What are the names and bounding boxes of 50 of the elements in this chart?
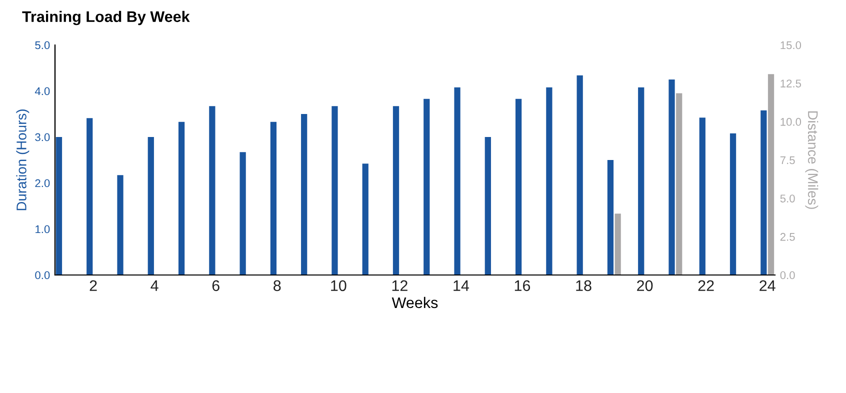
bar [638, 87, 644, 275]
x-tick-label: 10 [331, 280, 346, 292]
x-tick-label: 2 [90, 280, 97, 291]
bar [699, 118, 706, 275]
x-tick-label: 12 [392, 280, 408, 291]
x-tick-label: 4 [150, 280, 158, 291]
y2-tick-label: 15.0 [780, 41, 802, 50]
bar [454, 87, 460, 275]
bar [117, 175, 124, 275]
bar [178, 122, 185, 275]
x-tick-label: 14 [454, 280, 470, 291]
x-tick-label: 24 [760, 280, 776, 291]
y-tick-label: 2.0 [35, 179, 50, 188]
bar [424, 98, 430, 275]
y2-tick-label: 0.0 [780, 271, 795, 280]
y-tick-label: 4.0 [34, 87, 50, 96]
bar [301, 114, 308, 275]
bar [576, 75, 583, 275]
bar [515, 98, 522, 275]
bar [270, 122, 277, 275]
bar [546, 87, 552, 275]
y2-tick-label: 2.5 [780, 232, 795, 241]
bar [730, 133, 736, 275]
x-tick-label: 22 [698, 280, 714, 291]
x-tick-label: 18 [576, 280, 592, 292]
bar [56, 137, 62, 275]
y-tick-label: 3.0 [35, 133, 50, 142]
y2-tick-label: 10.0 [780, 118, 802, 126]
chart-title: Training Load By Week [22, 10, 190, 26]
x-tick-label: 20 [637, 280, 653, 292]
y2-tick-label: 7.5 [780, 156, 795, 164]
y-tick-label: 5.0 [35, 41, 50, 50]
y2-tick-label: 5.0 [780, 194, 795, 202]
y2-tick-label: 12.5 [780, 80, 802, 88]
x-tick-label: 8 [274, 280, 281, 292]
bar [209, 106, 216, 275]
x-tick-label: 16 [514, 280, 530, 292]
y-axis-title: Duration (Hours) [16, 110, 30, 210]
bar [332, 106, 338, 275]
x-tick-label: 6 [212, 280, 220, 292]
x-axis-title: Weeks [392, 296, 438, 308]
y-tick-label: 1.0 [36, 225, 50, 234]
y-tick-label: 0.0 [35, 271, 50, 280]
bar [86, 118, 93, 275]
bar [148, 137, 154, 275]
bar [392, 106, 400, 275]
bar [240, 152, 246, 275]
bar [484, 137, 491, 275]
y2-axis-title: Distance (Miles) [805, 111, 818, 209]
bar [362, 164, 368, 275]
